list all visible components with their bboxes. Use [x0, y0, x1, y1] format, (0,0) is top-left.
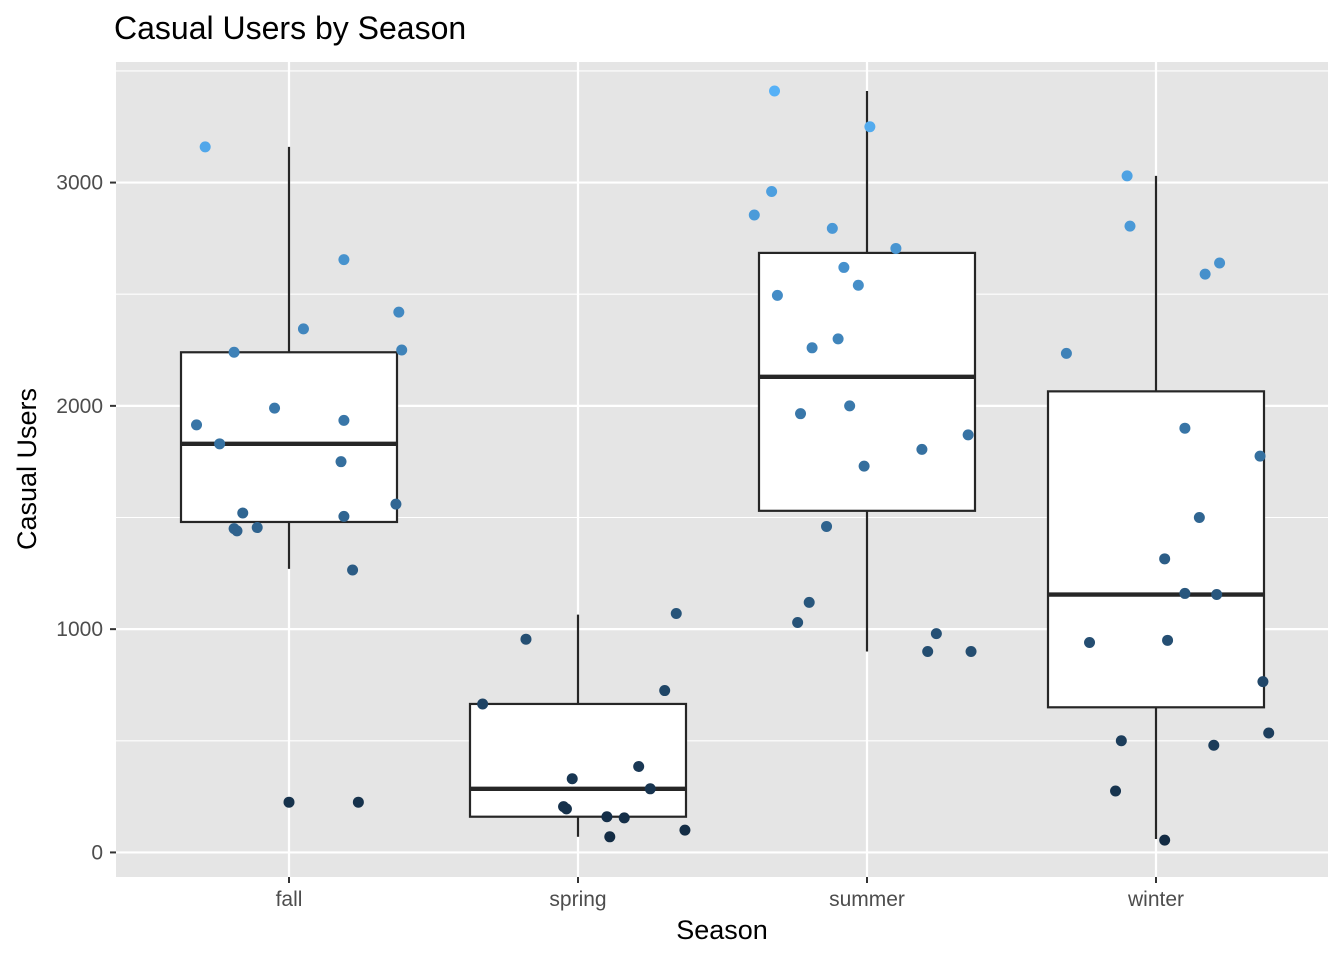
- data-point: [352, 796, 364, 808]
- data-point: [1159, 553, 1171, 565]
- data-point: [1162, 634, 1174, 646]
- y-tick-label: 1000: [56, 618, 103, 641]
- data-point: [1115, 735, 1127, 747]
- data-point: [670, 608, 682, 620]
- data-point: [1110, 785, 1122, 797]
- data-point: [922, 645, 934, 657]
- x-axis-title: Season: [676, 915, 768, 945]
- data-point: [806, 342, 818, 354]
- box-body: [179, 351, 399, 524]
- data-point: [821, 520, 833, 532]
- data-point: [393, 306, 405, 318]
- data-point: [231, 525, 243, 537]
- y-tick-label: 3000: [56, 172, 103, 195]
- x-tick-label: winter: [1127, 888, 1184, 911]
- box-body: [468, 702, 688, 818]
- y-tick-label: 0: [91, 841, 103, 864]
- data-point: [297, 323, 309, 335]
- box-body: [757, 251, 977, 512]
- data-point: [659, 685, 671, 697]
- x-tick-label: summer: [829, 888, 905, 911]
- data-point: [1179, 587, 1191, 599]
- data-point: [679, 824, 691, 836]
- data-point: [916, 443, 928, 455]
- data-point: [604, 831, 616, 843]
- data-point: [338, 414, 350, 426]
- data-point: [396, 344, 408, 356]
- data-point: [520, 633, 532, 645]
- data-point: [199, 141, 211, 153]
- data-point: [864, 121, 876, 133]
- data-point: [766, 186, 778, 198]
- data-point: [792, 616, 804, 628]
- data-point: [890, 242, 902, 254]
- box-winter: [1046, 175, 1266, 840]
- points-layer: [191, 85, 1275, 846]
- data-point: [748, 209, 760, 221]
- data-point: [390, 498, 402, 510]
- box-body: [1046, 390, 1266, 709]
- data-point: [852, 279, 864, 291]
- data-point: [769, 85, 781, 97]
- data-point: [237, 507, 249, 519]
- data-point: [1263, 727, 1275, 739]
- data-point: [1124, 220, 1136, 232]
- y-axis-title: Casual Users: [12, 388, 42, 550]
- data-point: [347, 564, 359, 576]
- data-point: [283, 796, 295, 808]
- data-point: [601, 811, 613, 823]
- data-point: [477, 698, 489, 710]
- data-point: [338, 254, 350, 266]
- data-point: [214, 438, 226, 450]
- data-point: [251, 522, 263, 534]
- data-point: [1257, 676, 1269, 688]
- data-point: [633, 760, 645, 772]
- data-point: [644, 783, 656, 795]
- data-point: [269, 402, 281, 414]
- data-point: [618, 812, 630, 824]
- data-point: [1208, 739, 1220, 751]
- data-point: [566, 773, 578, 785]
- data-point: [844, 400, 856, 412]
- data-point: [1214, 257, 1226, 269]
- data-point: [1254, 450, 1266, 462]
- data-point: [338, 510, 350, 522]
- data-point: [1193, 512, 1205, 524]
- data-point: [335, 456, 347, 468]
- chart-title: Casual Users by Season: [114, 10, 466, 46]
- data-point: [1211, 589, 1223, 601]
- data-point: [832, 333, 844, 345]
- data-point: [1199, 268, 1211, 280]
- data-point: [1084, 637, 1096, 649]
- x-tick-label: fall: [276, 888, 303, 911]
- data-point: [962, 429, 974, 441]
- data-point: [858, 460, 870, 472]
- data-point: [771, 289, 783, 301]
- data-point: [191, 419, 203, 431]
- data-point: [228, 346, 240, 358]
- x-axis: fall spring summer winter: [276, 877, 1184, 911]
- data-point: [803, 596, 815, 608]
- data-point: [826, 222, 838, 234]
- y-axis: 0 1000 2000 3000: [56, 172, 116, 864]
- data-point: [1060, 347, 1072, 359]
- data-point: [1159, 834, 1171, 846]
- data-point: [838, 261, 850, 273]
- data-point: [965, 645, 977, 657]
- data-point: [560, 803, 572, 815]
- data-point: [1121, 170, 1133, 182]
- data-point: [1179, 422, 1191, 434]
- y-tick-label: 2000: [56, 395, 103, 418]
- box-spring: [468, 614, 688, 837]
- data-point: [795, 408, 807, 420]
- data-point: [930, 628, 942, 640]
- x-tick-label: spring: [549, 888, 606, 911]
